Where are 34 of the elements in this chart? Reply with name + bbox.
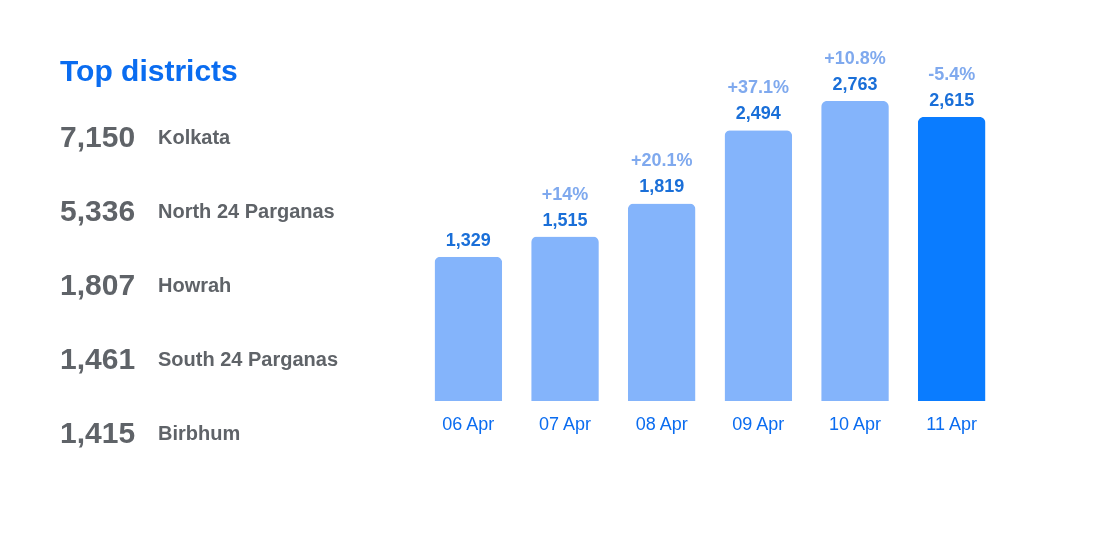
category-label: Birbhum [158,422,241,444]
data-label: 1,415 [60,416,136,449]
data-label: 7,150 [60,120,136,153]
bar [627,203,696,401]
data-label: 2,615 [929,90,975,111]
x-tick-label: 11 Apr [926,413,978,434]
annotation: +20.1% [630,150,693,171]
x-tick-label: 07 Apr [538,413,592,434]
bar [917,117,986,401]
bar [434,256,503,401]
data-label: 1,329 [445,229,491,250]
x-tick-label: 10 Apr [828,413,882,434]
x-tick-label: 09 Apr [732,413,785,434]
category-label: North 24 Parganas [158,200,335,222]
annotation: +10.8% [824,48,886,68]
bar [531,236,599,401]
annotation: +37.1% [727,77,790,98]
data-label: 1,515 [542,209,588,230]
data-label: 1,461 [60,342,136,375]
x-tick-label: 06 Apr [442,413,495,434]
annotation: -5.4% [928,64,976,85]
annotation: +14% [541,183,589,204]
category-label: South 24 Parganas [158,348,339,370]
category-label: Kolkata [158,126,232,148]
text: Top districts [60,54,238,87]
bar [724,130,793,401]
x-tick-label: 08 Apr [635,413,688,434]
data-label: 5,336 [60,194,136,227]
bar [821,101,889,401]
data-label: 2,763 [832,74,878,94]
data-label: 1,807 [60,268,136,301]
data-label: 1,819 [639,176,685,197]
data-label: 2,494 [735,103,781,124]
category-label: Howrah [158,274,232,296]
